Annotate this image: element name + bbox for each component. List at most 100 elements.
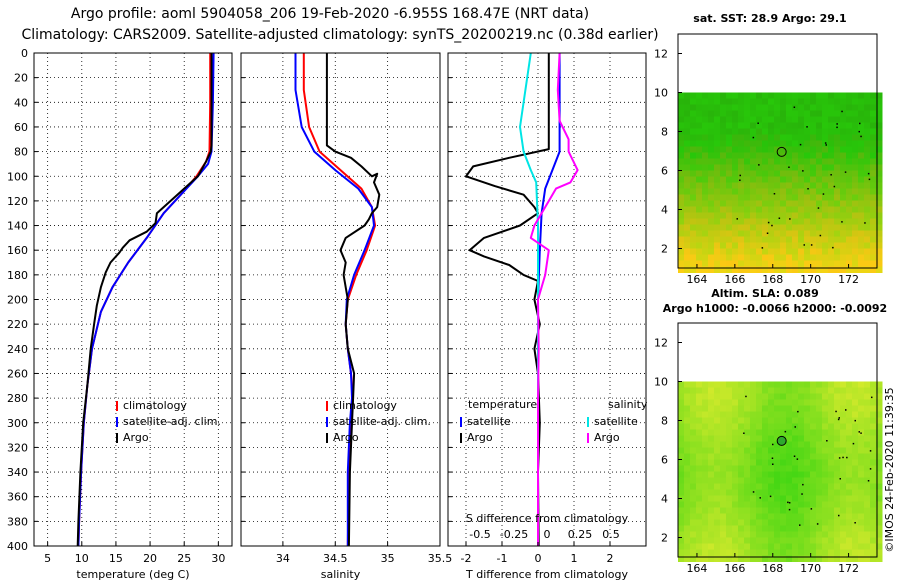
heatmap-cell — [714, 387, 721, 394]
heatmap-cell — [810, 417, 817, 424]
heatmap-cell — [834, 513, 841, 520]
heatmap-cell — [786, 92, 793, 99]
heatmap-cell — [798, 435, 805, 442]
heatmap-cell — [756, 381, 763, 388]
heatmap-cell — [822, 98, 829, 105]
heatmap-cell — [828, 549, 835, 556]
heatmap-cell — [762, 230, 769, 237]
heatmap-cell — [810, 423, 817, 430]
heatmap-cell — [750, 495, 757, 502]
heatmap-cell — [816, 501, 823, 508]
heatmap-cell — [702, 447, 709, 454]
heatmap-cell — [804, 224, 811, 231]
x-tick-label: 20 — [143, 552, 157, 565]
heatmap-cell — [816, 122, 823, 129]
heatmap-cell — [768, 387, 775, 394]
heatmap-cell — [852, 128, 859, 135]
heatmap-cell — [744, 152, 751, 159]
heatmap-cell — [780, 230, 787, 237]
heatmap-cell — [822, 549, 829, 556]
heatmap-cell — [696, 182, 703, 189]
heatmap-cell — [786, 537, 793, 544]
heatmap-cell — [822, 405, 829, 412]
heatmap-cell — [840, 525, 847, 532]
heatmap-cell — [828, 435, 835, 442]
plot-frame — [240, 52, 441, 547]
heatmap-cell — [828, 555, 835, 562]
heatmap-cell — [774, 152, 781, 159]
island-speck — [860, 432, 862, 434]
heatmap-cell — [726, 387, 733, 394]
heatmap-cell — [840, 555, 847, 562]
island-speck — [784, 430, 787, 433]
heatmap-cell — [798, 417, 805, 424]
depth-tick-label: 180 — [7, 269, 28, 282]
heatmap-cell — [762, 435, 769, 442]
heatmap-cell — [762, 242, 769, 249]
heatmap-cell — [840, 495, 847, 502]
heatmap-cell — [690, 266, 697, 273]
heatmap-cell — [720, 242, 727, 249]
heatmap-cell — [780, 381, 787, 388]
heatmap-cell — [792, 507, 799, 514]
heatmap-cell — [774, 405, 781, 412]
heatmap-cell — [846, 260, 853, 267]
heatmap-cell — [756, 489, 763, 496]
heatmap-cell — [858, 128, 865, 135]
heatmap-cell — [714, 495, 721, 502]
heatmap-cell — [720, 260, 727, 267]
heatmap-cell — [852, 543, 859, 550]
heatmap-cell — [828, 459, 835, 466]
heatmap-cell — [738, 134, 745, 141]
heatmap-cell — [768, 537, 775, 544]
heatmap-cell — [684, 170, 691, 177]
heatmap-cell — [840, 176, 847, 183]
heatmap-cell — [798, 519, 805, 526]
heatmap-cell — [720, 104, 727, 111]
heatmap-cell — [708, 519, 715, 526]
heatmap-cell — [798, 483, 805, 490]
heatmap-cell — [774, 230, 781, 237]
heatmap-cell — [756, 146, 763, 153]
heatmap-cell — [702, 134, 709, 141]
heatmap-cell — [822, 495, 829, 502]
heatmap-cell — [810, 116, 817, 123]
heatmap-cell — [858, 194, 865, 201]
heatmap-cell — [774, 507, 781, 514]
heatmap-cell — [702, 92, 709, 99]
heatmap-cell — [774, 447, 781, 454]
argo-float-marker — [776, 435, 787, 446]
map-y-tick-label: 12 — [654, 48, 668, 61]
heatmap-cell — [792, 260, 799, 267]
heatmap-cell — [876, 537, 883, 544]
heatmap-cell — [726, 441, 733, 448]
heatmap-cell — [810, 465, 817, 472]
heatmap-cell — [726, 158, 733, 165]
heatmap-cell — [678, 242, 685, 249]
sst-map-title: sat. SST: 28.9 Argo: 29.1 — [693, 12, 846, 25]
heatmap-cell — [804, 188, 811, 195]
heatmap-cell — [762, 417, 769, 424]
heatmap-cell — [678, 399, 685, 406]
heatmap-cell — [798, 477, 805, 484]
heatmap-cell — [714, 122, 721, 129]
heatmap-cell — [756, 170, 763, 177]
heatmap-cell — [804, 98, 811, 105]
heatmap-cell — [798, 393, 805, 400]
heatmap-cell — [762, 248, 769, 255]
argo-float-marker — [776, 146, 787, 157]
heatmap-cell — [798, 218, 805, 225]
heatmap-cell — [750, 501, 757, 508]
island-speck — [802, 170, 804, 172]
heatmap-cell — [792, 519, 799, 526]
heatmap-cell — [720, 501, 727, 508]
heatmap-cell — [822, 164, 829, 171]
heatmap-cell — [684, 459, 691, 466]
heatmap-cell — [810, 176, 817, 183]
heatmap-cell — [744, 158, 751, 165]
heatmap-cell — [864, 152, 871, 159]
heatmap-cell — [804, 176, 811, 183]
heatmap-cell — [786, 128, 793, 135]
heatmap-cell — [798, 459, 805, 466]
heatmap-cell — [756, 525, 763, 532]
